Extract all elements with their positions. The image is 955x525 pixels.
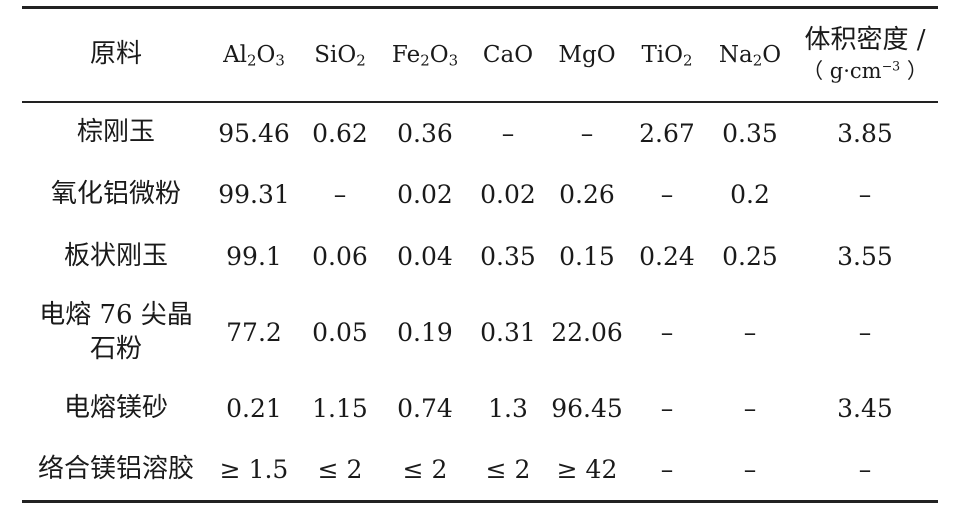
row-material-name: 电熔镁砂 (22, 378, 210, 440)
table-cell: ≥ 1.5 (219, 455, 289, 485)
table-cell: – (660, 180, 674, 209)
table-cell: 1.15 (312, 394, 368, 423)
row-material-name: 棕刚玉 (22, 102, 210, 164)
table-cell: 96.45 (551, 394, 623, 423)
row-material-name-line1: 电熔 76 尖晶 (39, 299, 193, 330)
table-cell: 3.45 (837, 394, 893, 423)
table-cell: 0.15 (559, 242, 615, 271)
table-cell: 95.46 (218, 118, 290, 148)
table-cell: 0.05 (312, 318, 368, 347)
table-body: 棕刚玉 95.46 0.62 0.36 – – 2.67 0.35 3.85 氧化铝微粉 99.31… (22, 102, 938, 502)
header-na2o: Na2O (718, 41, 782, 70)
table-cell: 99.1 (226, 242, 282, 271)
table-cell: – (660, 318, 674, 347)
table-cell: 3.55 (837, 242, 893, 271)
table-cell: 3.85 (837, 118, 893, 148)
row-material-name-line1: 氧化铝微粉 (50, 178, 181, 209)
table-row: 板状刚玉 99.1 0.06 0.04 0.35 0.15 0.24 0.25 3.55 (22, 226, 938, 288)
table-cell: 0.21 (226, 394, 282, 423)
header-bulk-density: 体积密度 / （ g·cm−3 ） (792, 8, 938, 102)
table-cell: – (501, 118, 515, 148)
table-cell: 0.26 (559, 180, 615, 209)
header-material: 原料 (89, 38, 142, 69)
table-row: 氧化铝微粉 99.31 – 0.02 0.02 0.26 – 0.2 – (22, 164, 938, 226)
header-cao: CaO (482, 41, 534, 68)
table-cell: – (858, 318, 872, 347)
header-bulk-density-label: 体积密度 / (804, 25, 926, 56)
table-cell: 77.2 (226, 318, 282, 347)
table-row: 电熔镁砂 0.21 1.15 0.74 1.3 96.45 – – 3.45 (22, 378, 938, 440)
table-cell: 0.35 (480, 242, 536, 271)
row-material-name: 络合镁铝溶胶 (22, 440, 210, 502)
table-cell: – (743, 394, 757, 423)
table-cell: – (743, 318, 757, 347)
header-al2o3: Al2O3 (223, 41, 285, 70)
table-cell: – (333, 180, 347, 209)
table-cell: – (858, 180, 872, 209)
table-row: 络合镁铝溶胶 ≥ 1.5 ≤ 2 ≤ 2 ≤ 2 ≥ 42 – – – (22, 440, 938, 502)
composition-table-container: 原料 Al2O3 SiO2 Fe2O3 CaO MgO TiO2 Na2O 体积… (22, 6, 938, 503)
header-bulk-density-unit: （ g·cm−3 ） (802, 58, 928, 83)
table-row: 棕刚玉 95.46 0.62 0.36 – – 2.67 0.35 3.85 (22, 102, 938, 164)
row-material-name-line2: 石粉 (89, 333, 142, 364)
table-cell: 99.31 (218, 180, 290, 209)
table-cell: 0.02 (397, 180, 453, 209)
table-cell: 2.67 (639, 118, 695, 148)
table-cell: ≥ 42 (556, 455, 618, 485)
table-cell: – (660, 394, 674, 423)
table-row: 电熔 76 尖晶 石粉 77.2 0.05 0.19 0.31 22.06 – – – (22, 288, 938, 378)
table-cell: – (580, 118, 594, 148)
table-cell: 0.25 (722, 242, 778, 271)
table-cell: 0.74 (397, 394, 453, 423)
header-row: 原料 Al2O3 SiO2 Fe2O3 CaO MgO TiO2 Na2O 体积… (22, 7, 938, 102)
table-cell: – (743, 455, 757, 485)
header-sio2: SiO2 (314, 41, 366, 70)
table-cell: 0.2 (730, 180, 770, 209)
composition-table: 原料 Al2O3 SiO2 Fe2O3 CaO MgO TiO2 Na2O 体积… (22, 6, 938, 503)
table-cell: 22.06 (551, 318, 623, 347)
header-mgo: MgO (558, 41, 616, 68)
table-cell: 0.02 (480, 180, 536, 209)
row-material-name: 电熔 76 尖晶 石粉 (22, 288, 210, 378)
table-cell: 0.35 (722, 118, 778, 148)
table-cell: – (660, 455, 674, 485)
table-cell: 0.36 (397, 118, 453, 148)
table-cell: 1.3 (488, 394, 528, 423)
row-material-name-line1: 棕刚玉 (76, 117, 155, 148)
header-fe2o3: Fe2O3 (391, 41, 459, 70)
header-tio2: TiO2 (641, 41, 693, 70)
table-cell: 0.06 (312, 242, 368, 271)
table-cell: 0.04 (397, 242, 453, 271)
table-cell: ≤ 2 (317, 455, 363, 485)
table-cell: 0.62 (312, 118, 368, 148)
row-material-name-line1: 板状刚玉 (63, 240, 168, 271)
row-material-name-line1: 电熔镁砂 (63, 392, 168, 423)
table-cell: 0.31 (480, 318, 536, 347)
table-cell: ≤ 2 (402, 455, 448, 485)
row-material-name: 氧化铝微粉 (22, 164, 210, 226)
table-cell: 0.24 (639, 242, 695, 271)
row-material-name: 板状刚玉 (22, 226, 210, 288)
table-cell: ≤ 2 (485, 455, 531, 485)
table-cell: – (858, 455, 872, 485)
table-cell: 0.19 (397, 318, 453, 347)
row-material-name-line1: 络合镁铝溶胶 (37, 453, 194, 484)
